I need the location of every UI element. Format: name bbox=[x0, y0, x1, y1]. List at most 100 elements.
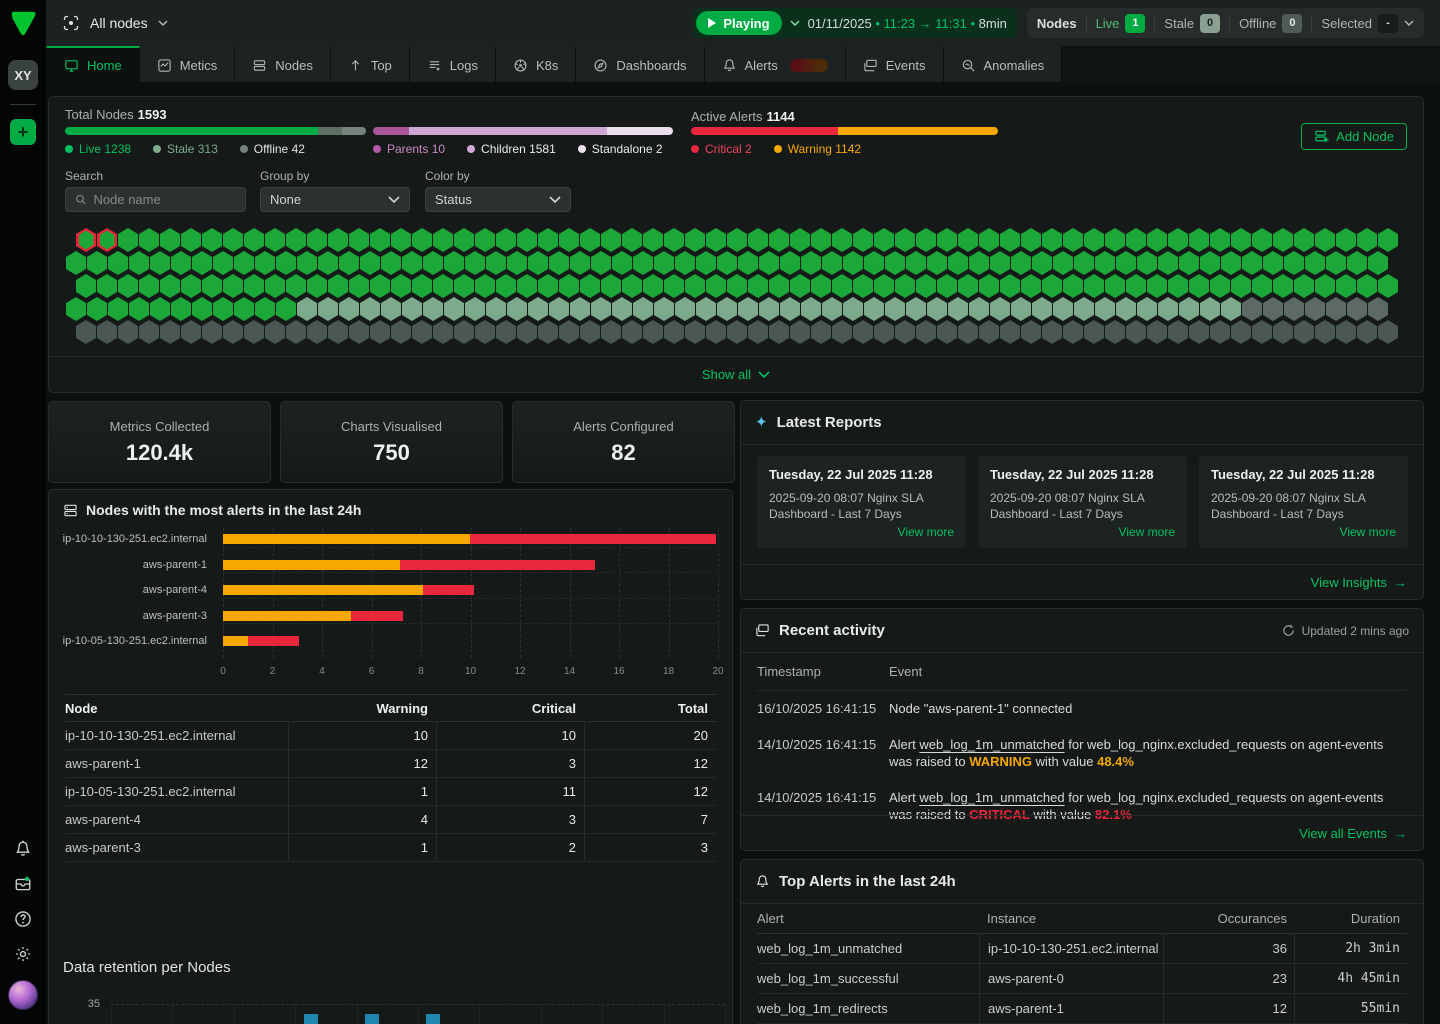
node-hex-live[interactable] bbox=[874, 274, 894, 298]
node-hex-live[interactable] bbox=[171, 297, 191, 321]
node-hex-offline2[interactable] bbox=[580, 320, 600, 344]
node-hex-live[interactable] bbox=[1074, 251, 1094, 275]
node-hex-stale[interactable] bbox=[1011, 297, 1031, 321]
node-hex-offline2[interactable] bbox=[1357, 320, 1377, 344]
node-hex-live[interactable] bbox=[139, 274, 159, 298]
view-all-events-link[interactable]: View all Events → bbox=[1299, 826, 1407, 841]
node-hex-live[interactable] bbox=[853, 274, 873, 298]
node-hex-live[interactable] bbox=[549, 251, 569, 275]
node-hex-offline2[interactable] bbox=[223, 320, 243, 344]
node-hex-live[interactable] bbox=[717, 251, 737, 275]
node-hex-live[interactable] bbox=[1042, 274, 1062, 298]
node-hex-live[interactable] bbox=[832, 274, 852, 298]
node-hex-offline2[interactable] bbox=[748, 320, 768, 344]
node-hex-live[interactable] bbox=[1084, 228, 1104, 252]
node-hex-offline2[interactable] bbox=[979, 320, 999, 344]
node-hex-offline2[interactable] bbox=[433, 320, 453, 344]
node-hex-live[interactable] bbox=[160, 274, 180, 298]
node-hex-live[interactable] bbox=[685, 228, 705, 252]
node-scope-selector[interactable]: All nodes bbox=[62, 14, 168, 32]
node-hex-offline2[interactable] bbox=[160, 320, 180, 344]
node-hex-critical[interactable] bbox=[76, 228, 96, 252]
node-hex-offline2[interactable] bbox=[832, 320, 852, 344]
node-hex-offline2[interactable] bbox=[454, 320, 474, 344]
stacked-bar[interactable] bbox=[223, 560, 716, 570]
node-hex-live[interactable] bbox=[1252, 228, 1272, 252]
node-hex-live[interactable] bbox=[706, 274, 726, 298]
tab-events[interactable]: Events bbox=[846, 46, 944, 82]
node-hex-live[interactable] bbox=[118, 274, 138, 298]
node-hex-live[interactable] bbox=[727, 274, 747, 298]
node-hex-live[interactable] bbox=[696, 251, 716, 275]
node-hex-live[interactable] bbox=[591, 251, 611, 275]
node-hex-offline2[interactable] bbox=[349, 320, 369, 344]
node-hex-live[interactable] bbox=[1357, 274, 1377, 298]
tab-dashboards[interactable]: Dashboards bbox=[576, 46, 704, 82]
node-hex-offline2[interactable] bbox=[811, 320, 831, 344]
node-hex-live[interactable] bbox=[381, 251, 401, 275]
bell-icon[interactable] bbox=[14, 840, 32, 858]
node-hex-live[interactable] bbox=[307, 274, 327, 298]
node-hex-offline2[interactable] bbox=[664, 320, 684, 344]
node-hex-offline2[interactable] bbox=[1147, 320, 1167, 344]
node-hex-live[interactable] bbox=[927, 251, 947, 275]
node-hex-live[interactable] bbox=[559, 228, 579, 252]
tab-nodes[interactable]: Nodes bbox=[235, 46, 331, 82]
node-hex-live[interactable] bbox=[1221, 251, 1241, 275]
node-hex-stale[interactable] bbox=[906, 297, 926, 321]
node-hex-live[interactable] bbox=[1105, 274, 1125, 298]
node-hex-live[interactable] bbox=[1063, 228, 1083, 252]
node-hex-offline2[interactable] bbox=[1273, 320, 1293, 344]
tab-anomalies[interactable]: Anomalies bbox=[944, 46, 1063, 82]
report-card[interactable]: Tuesday, 22 Jul 2025 11:28 2025-09-20 08… bbox=[978, 456, 1187, 548]
stacked-bar[interactable] bbox=[223, 534, 716, 544]
node-hex-offline[interactable] bbox=[1326, 297, 1346, 321]
node-hex-offline2[interactable] bbox=[139, 320, 159, 344]
node-hex-live[interactable] bbox=[475, 228, 495, 252]
report-card[interactable]: Tuesday, 22 Jul 2025 11:28 2025-09-20 08… bbox=[1199, 456, 1408, 548]
node-hex-stale[interactable] bbox=[1221, 297, 1241, 321]
node-hex-offline2[interactable] bbox=[265, 320, 285, 344]
stale-nodes-filter[interactable]: Stale 0 bbox=[1164, 14, 1220, 33]
node-hex-offline2[interactable] bbox=[1084, 320, 1104, 344]
node-hex-live[interactable] bbox=[213, 297, 233, 321]
node-hex-live[interactable] bbox=[234, 297, 254, 321]
node-hex-offline2[interactable] bbox=[496, 320, 516, 344]
node-hex-live[interactable] bbox=[885, 251, 905, 275]
node-hex-stale[interactable] bbox=[1200, 297, 1220, 321]
node-hex-live[interactable] bbox=[213, 251, 233, 275]
retention-bar[interactable] bbox=[426, 1014, 440, 1024]
stacked-bar[interactable] bbox=[223, 636, 716, 646]
node-hex-live[interactable] bbox=[1294, 274, 1314, 298]
node-hex-live[interactable] bbox=[570, 251, 590, 275]
node-hex-live[interactable] bbox=[129, 297, 149, 321]
help-icon[interactable] bbox=[14, 910, 32, 928]
node-hex-live[interactable] bbox=[150, 297, 170, 321]
node-hex-live[interactable] bbox=[255, 251, 275, 275]
node-hex-offline2[interactable] bbox=[874, 320, 894, 344]
node-hex-live[interactable] bbox=[307, 228, 327, 252]
node-hex-live[interactable] bbox=[906, 251, 926, 275]
node-hex-stale[interactable] bbox=[1053, 297, 1073, 321]
node-hex-offline2[interactable] bbox=[1126, 320, 1146, 344]
node-hex-live[interactable] bbox=[979, 274, 999, 298]
node-hex-live[interactable] bbox=[832, 228, 852, 252]
node-hex-live[interactable] bbox=[780, 251, 800, 275]
node-hex-stale[interactable] bbox=[822, 297, 842, 321]
node-hex-offline2[interactable] bbox=[958, 320, 978, 344]
node-hex-offline2[interactable] bbox=[937, 320, 957, 344]
node-hex-stale[interactable] bbox=[318, 297, 338, 321]
node-hex-live[interactable] bbox=[822, 251, 842, 275]
node-hex-live[interactable] bbox=[1126, 274, 1146, 298]
node-hex-live[interactable] bbox=[276, 251, 296, 275]
node-hex-live[interactable] bbox=[538, 274, 558, 298]
node-hex-live[interactable] bbox=[118, 228, 138, 252]
node-hex-live[interactable] bbox=[87, 297, 107, 321]
node-hex-stale[interactable] bbox=[423, 297, 443, 321]
node-hex-offline2[interactable] bbox=[118, 320, 138, 344]
node-hex-stale[interactable] bbox=[696, 297, 716, 321]
node-hex-live[interactable] bbox=[223, 274, 243, 298]
node-hex-live[interactable] bbox=[937, 228, 957, 252]
node-hex-live[interactable] bbox=[412, 274, 432, 298]
node-hex-live[interactable] bbox=[1084, 274, 1104, 298]
